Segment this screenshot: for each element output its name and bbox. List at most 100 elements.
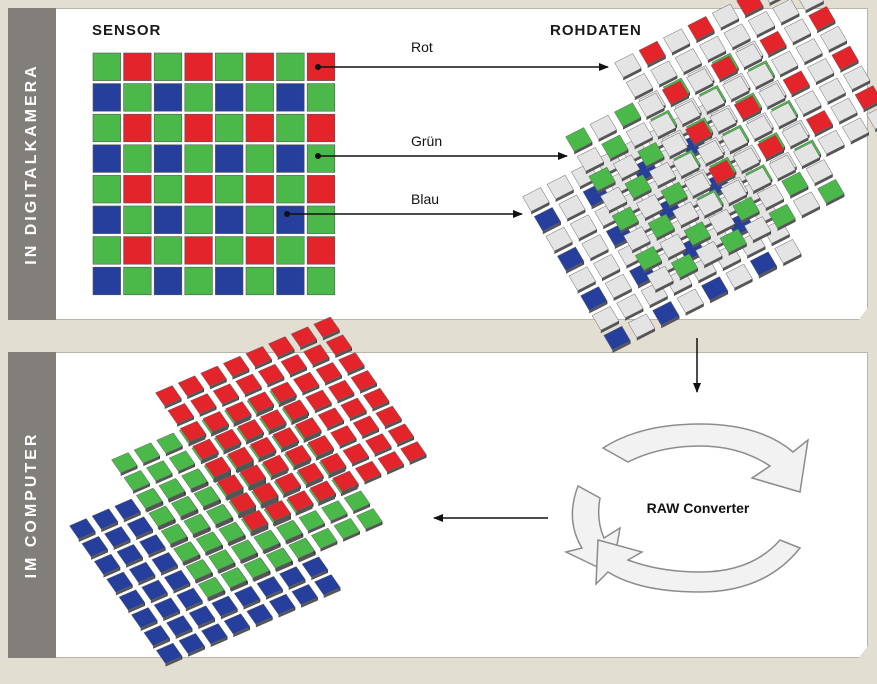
raw-red-cell [772, 0, 800, 24]
rgb-red-cell [249, 436, 277, 458]
rgb-green-cell [123, 470, 151, 492]
rgb-blue-cell-edge [153, 638, 170, 649]
rgb-red-cell [252, 482, 279, 504]
raw-green-cell [670, 253, 699, 278]
raw-red-cell [685, 120, 713, 145]
rgb-blue-cell [81, 536, 109, 558]
rgb-red-cell [365, 433, 392, 455]
raw-green-cell [589, 114, 617, 140]
raw-red-cell [732, 147, 760, 172]
rgb-red-cell-edge [269, 422, 287, 433]
raw-green-cell-edge [680, 216, 700, 229]
rgb-green-cell [343, 490, 371, 512]
rgb-red-cell-edge [360, 383, 377, 394]
rgb-red-cell-edge [304, 430, 322, 441]
rgb-red-cell-edge [327, 420, 344, 432]
rgb-green-cell-edge [195, 572, 212, 583]
raw-red-cell-edge [817, 21, 836, 34]
sensor-pixel [153, 205, 183, 234]
raw-green-cell-edge [657, 176, 676, 189]
rgb-red-cell [313, 316, 340, 338]
raw-red-cell [794, 90, 822, 115]
raw-red-cell [721, 127, 749, 152]
rgb-green-cell-edge [343, 531, 360, 542]
rgb-red-cell-edge [335, 347, 352, 359]
sensor-pixel [245, 52, 274, 81]
raw-red-cell [686, 68, 714, 93]
rgb-red-cell [350, 370, 378, 392]
raw-converter-label: RAW Converter [646, 500, 750, 516]
rgb-green-cell [135, 487, 163, 509]
sensor-pixel [123, 83, 152, 112]
sensor-pixel [184, 113, 213, 143]
rgb-red-cell [241, 509, 269, 531]
converted-layers [69, 316, 427, 667]
rgb-red-cell-edge [300, 339, 317, 351]
rgb-blue-cell [246, 603, 273, 625]
sensor-pixel [184, 52, 213, 81]
raw-green-cell-edge [656, 228, 675, 241]
rgb-red-cell-edge [274, 513, 291, 524]
rgb-green-cell-edge [203, 499, 220, 510]
rgb-red-cell [260, 409, 287, 431]
rgb-blue-cell-edge [140, 620, 158, 631]
raw-blue-cell-edge [771, 234, 790, 247]
rgb-blue-cell-edge [163, 610, 180, 622]
rgb-blue-cell [131, 607, 158, 629]
raw-red-cell-edge [670, 95, 689, 108]
rgb-blue-cell-edge [301, 597, 318, 608]
rgb-red-cell [282, 399, 310, 421]
sensor-pixel [306, 266, 336, 296]
rgb-red-cell-edge [244, 387, 262, 398]
raw-green-cell [768, 203, 796, 229]
raw-red-cell-edge [704, 206, 723, 219]
sensor-pixel [92, 144, 121, 173]
raw-red-cell-edge [827, 92, 846, 105]
sensor-grid [92, 52, 336, 296]
rgb-red-cell-edge [247, 432, 264, 443]
rgb-green-cell [181, 468, 208, 490]
raw-green-cell [600, 186, 628, 212]
sensor-pixel [245, 83, 274, 112]
raw-green-cell-edge [765, 199, 784, 212]
rgb-blue-cell [126, 516, 154, 538]
raw-red-cell-edge [719, 70, 738, 83]
raw-green-cell-edge [634, 137, 653, 150]
raw-green-cell [756, 184, 785, 209]
sensor-pixel [245, 236, 274, 265]
rgb-green-cell [243, 557, 270, 579]
rgb-red-cell [325, 334, 353, 356]
raw-blue-cell-edge [661, 316, 680, 329]
raw-red-cell [819, 25, 848, 51]
raw-red-cell [709, 107, 737, 133]
raw-red-cell-edge [839, 112, 858, 125]
sensor-pixel [123, 236, 152, 265]
rgb-blue-cell-edge [173, 583, 191, 594]
rgb-green-cell-edge [252, 570, 270, 581]
raw-green-cell-edge [716, 223, 736, 236]
raw-blue-cell-edge [555, 189, 574, 202]
rgb-red-cell-edge [164, 398, 182, 409]
rgb-red-cell [284, 444, 312, 466]
raw-blue-cell [557, 246, 585, 272]
raw-green-cell-edge [622, 117, 642, 130]
sensor-pixel [123, 175, 152, 204]
raw-blue-cell [593, 254, 621, 279]
raw-red-cell-edge [826, 144, 845, 157]
raw-red-cell [637, 92, 665, 118]
raw-red-cell-edge [647, 55, 666, 68]
raw-red-cell-edge [828, 40, 847, 53]
raw-red-cell [830, 97, 858, 123]
raw-red-cell-edge [777, 169, 796, 182]
raw-red-cell [843, 65, 871, 90]
raw-red-cell-edge [728, 194, 747, 207]
rgb-red-cell-edge [279, 395, 297, 406]
rgb-blue-cell-edge [103, 567, 121, 578]
raw-red-cell [672, 152, 700, 177]
raw-red-cell-edge [767, 97, 786, 110]
sensor-pixel [123, 266, 152, 296]
rgb-red-cell-edge [317, 448, 334, 459]
raw-green-cell [646, 265, 674, 291]
sensor-pixel [123, 144, 152, 173]
